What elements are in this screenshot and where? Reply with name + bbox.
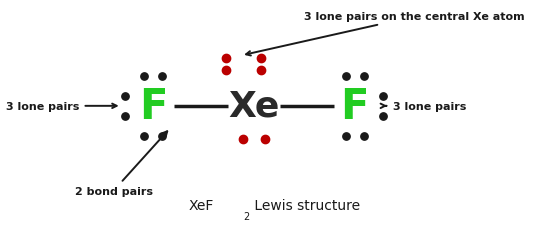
Text: F: F [138,85,167,127]
Text: Xe: Xe [228,89,280,123]
Point [341,134,350,138]
Point [257,69,266,73]
Point [341,75,350,79]
Point [140,75,148,79]
Point [140,134,148,138]
Text: XeF: XeF [188,198,214,212]
Point [360,75,369,79]
Point [257,57,266,60]
Point [121,94,130,98]
Text: 2 bond pairs: 2 bond pairs [75,132,167,196]
Text: F: F [341,85,369,127]
Point [239,138,247,141]
Point [360,134,369,138]
Point [222,69,231,73]
Point [157,134,166,138]
Point [222,57,231,60]
Text: 3 lone pairs: 3 lone pairs [7,101,117,111]
Text: Lewis structure: Lewis structure [250,198,360,212]
Text: 2: 2 [243,211,249,221]
Text: 3 lone pairs: 3 lone pairs [380,101,466,111]
Text: 3 lone pairs on the central Xe atom: 3 lone pairs on the central Xe atom [246,12,525,56]
Point [378,115,387,119]
Point [261,138,270,141]
Point [121,115,130,119]
Point [378,94,387,98]
Point [157,75,166,79]
